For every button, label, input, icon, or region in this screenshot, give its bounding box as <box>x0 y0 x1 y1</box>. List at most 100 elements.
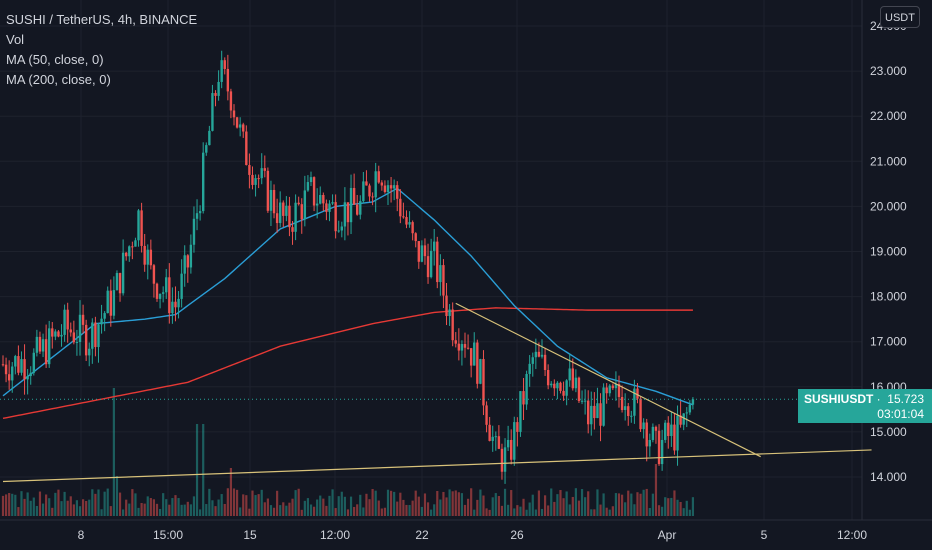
volume-bar <box>571 496 574 516</box>
volume-bar <box>411 500 414 516</box>
candle-body <box>152 265 156 284</box>
volume-bar <box>189 504 192 516</box>
volume-bar <box>408 505 411 516</box>
candle-body <box>488 424 491 441</box>
volume-bar <box>171 498 174 516</box>
candle-body <box>337 230 340 232</box>
candle-body <box>630 415 633 417</box>
candle-body <box>97 324 100 348</box>
volume-bar <box>605 507 608 516</box>
symbol-title[interactable]: SUSHI / TetherUS, 4h, BINANCE <box>6 12 198 27</box>
candle-body <box>168 277 171 314</box>
volume-bar <box>417 496 420 516</box>
volume-bar <box>454 490 457 516</box>
volume-bar <box>152 499 156 516</box>
candle-body <box>365 181 368 186</box>
candle-body <box>463 344 467 348</box>
candle-body <box>583 400 587 402</box>
volume-bar <box>359 494 362 516</box>
candle-body <box>679 415 682 425</box>
candle-body <box>195 213 199 219</box>
candle-body <box>75 342 79 344</box>
x-tick-label: 8 <box>78 528 85 542</box>
candle-body <box>442 265 445 296</box>
volume-bar <box>374 490 377 516</box>
x-tick-label: Apr <box>658 528 677 542</box>
volume-bar <box>137 507 140 516</box>
candle-body <box>691 399 695 405</box>
candle-body <box>537 351 541 357</box>
volume-bar <box>430 509 433 516</box>
resistance-trendline <box>455 302 761 458</box>
candle-body <box>386 185 390 193</box>
volume-bar <box>20 491 23 516</box>
volume-bar <box>639 493 642 516</box>
volume-bar <box>356 504 359 516</box>
candle-body <box>17 356 20 373</box>
candle-body <box>614 384 618 389</box>
candle-body <box>315 203 319 206</box>
volume-bar <box>482 495 485 516</box>
volume-bar <box>531 494 534 516</box>
candle-body <box>57 331 60 337</box>
volume-bar <box>128 503 131 516</box>
volume-bar <box>223 503 226 516</box>
candle-body <box>309 177 313 183</box>
candle-body <box>343 202 347 227</box>
currency-button[interactable]: USDT <box>880 6 920 28</box>
volume-bar <box>451 491 454 516</box>
candle-body <box>325 203 328 212</box>
candle-body <box>550 383 553 386</box>
volume-bar <box>522 498 525 516</box>
candle-body <box>362 181 365 202</box>
volume-bar <box>269 505 273 516</box>
volume-bar <box>8 493 11 516</box>
indicator-ma50[interactable]: MA (50, close, 0) <box>6 52 104 67</box>
candle-body <box>88 348 91 356</box>
candle-body <box>568 368 571 381</box>
y-tick-label: 22.000 <box>870 109 907 123</box>
candle-body <box>63 309 66 335</box>
volume-bar <box>303 500 306 516</box>
volume-bar <box>473 509 476 516</box>
candle-body <box>623 406 627 410</box>
candle-body <box>177 298 180 308</box>
volume-bar <box>466 498 470 516</box>
indicator-volume[interactable]: Vol <box>6 32 25 47</box>
volume-bar <box>81 499 85 516</box>
candle-body <box>506 439 510 448</box>
volume-bar <box>556 494 559 516</box>
candle-body <box>565 380 568 396</box>
volume-bar <box>260 489 263 516</box>
candle-body <box>245 131 248 166</box>
volume-bar <box>26 492 29 516</box>
candle-body <box>202 152 205 212</box>
candle-body <box>516 422 519 432</box>
volume-bar <box>300 509 303 516</box>
volume-bar <box>4 494 8 516</box>
candle-body <box>137 210 140 241</box>
candle-body <box>285 205 288 216</box>
volume-bar <box>14 494 17 516</box>
candle-body <box>546 370 550 386</box>
candle-body <box>69 329 72 333</box>
candle-body <box>38 336 42 352</box>
candle-body <box>531 357 534 364</box>
candle-body <box>359 201 362 215</box>
price-tag-symbol: SUSHIUSDT <box>804 392 874 407</box>
volume-bar <box>146 496 149 516</box>
candle-body <box>183 255 186 274</box>
volume-bar <box>103 491 106 516</box>
x-tick-label: 12:00 <box>320 528 350 542</box>
volume-bar <box>51 507 54 516</box>
candle-body <box>497 436 501 449</box>
volume-bar <box>75 500 79 516</box>
volume-bar <box>420 506 423 516</box>
volume-bar <box>574 488 577 516</box>
indicator-ma200[interactable]: MA (200, close, 0) <box>6 72 111 87</box>
candle-body <box>192 218 196 245</box>
candle-body <box>439 265 442 283</box>
candle-body <box>251 174 254 185</box>
candle-body <box>648 439 651 447</box>
